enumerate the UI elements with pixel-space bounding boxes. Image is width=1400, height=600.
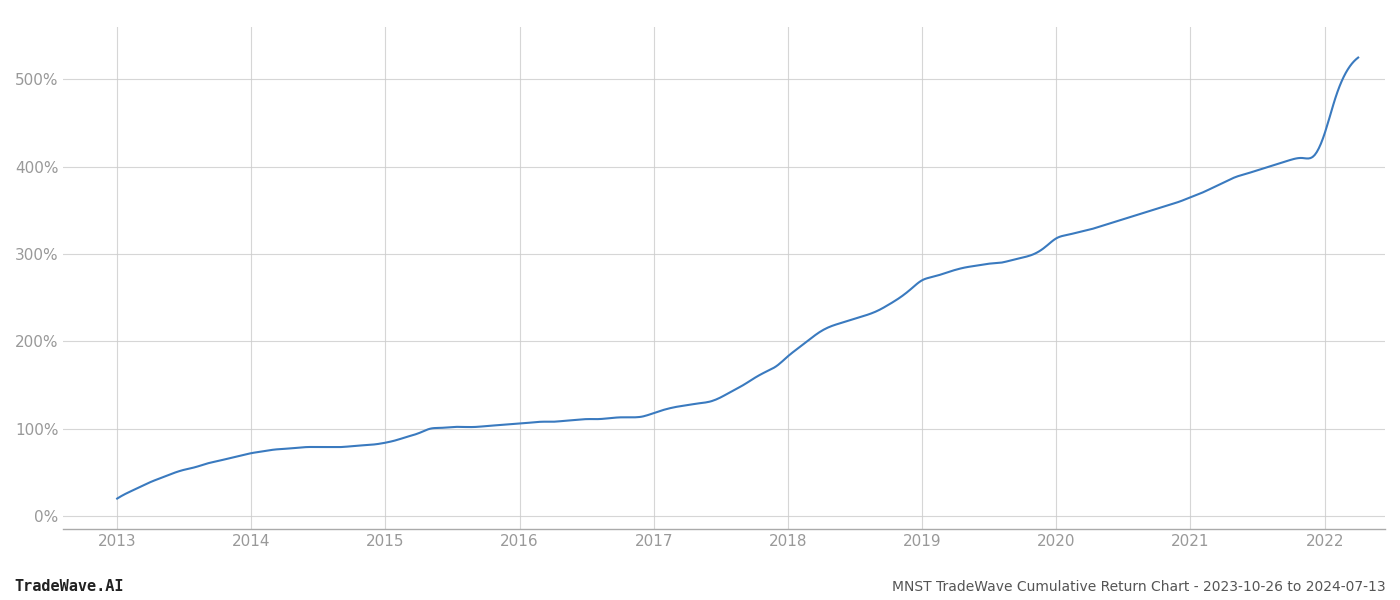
Text: MNST TradeWave Cumulative Return Chart - 2023-10-26 to 2024-07-13: MNST TradeWave Cumulative Return Chart -… <box>892 580 1386 594</box>
Text: TradeWave.AI: TradeWave.AI <box>14 579 123 594</box>
